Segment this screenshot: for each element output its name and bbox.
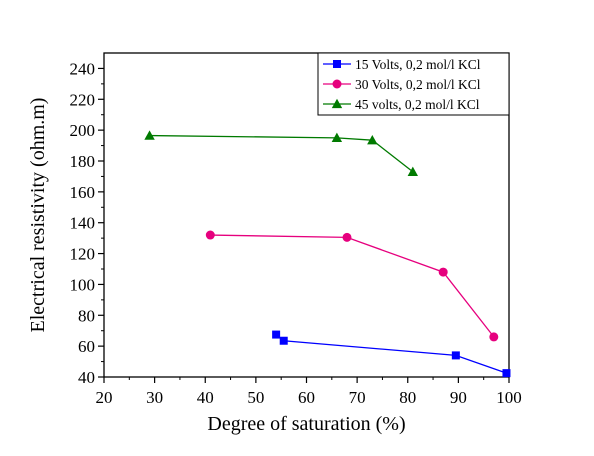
legend-item: 45 volts, 0,2 mol/l KCl: [323, 97, 480, 112]
data-point: [489, 332, 499, 342]
y-tick-label: 240: [70, 59, 96, 78]
y-tick-label: 120: [70, 245, 96, 264]
data-point: [272, 330, 281, 339]
y-axis-label: Electrical resistivity (ohm.m): [27, 98, 49, 333]
data-point: [451, 351, 460, 360]
data-point: [144, 130, 155, 140]
x-tick-label: 70: [349, 388, 366, 407]
series-line: [149, 134, 414, 173]
y-tick-label: 80: [78, 306, 95, 325]
series-line: [210, 234, 495, 338]
legend-item: 30 Volts, 0,2 mol/l KCl: [323, 77, 481, 92]
series-line: [275, 334, 507, 374]
y-tick-label: 60: [78, 337, 95, 356]
legend-item: 15 Volts, 0,2 mol/l KCl: [323, 57, 481, 72]
data-point: [331, 132, 343, 143]
data-point: [367, 134, 378, 145]
data-point: [407, 166, 419, 176]
data-point: [342, 232, 352, 242]
y-tick-label: 40: [78, 368, 95, 387]
y-tick-label: 180: [70, 152, 96, 171]
legend-label: 15 Volts, 0,2 mol/l KCl: [355, 57, 481, 72]
series-layer: [144, 130, 511, 378]
series-3: [144, 130, 419, 176]
y-tick-label: 160: [70, 183, 96, 202]
legend-label: 45 volts, 0,2 mol/l KCl: [355, 97, 480, 112]
y-tick-label: 140: [70, 214, 96, 233]
data-point: [205, 230, 215, 240]
y-tick-label: 200: [70, 121, 96, 140]
series-2: [205, 230, 499, 342]
x-tick-label: 50: [247, 388, 264, 407]
legend: 15 Volts, 0,2 mol/l KCl 30 Volts, 0,2 mol…: [317, 52, 510, 116]
x-tick-label: 30: [146, 388, 163, 407]
legend-marker: [332, 79, 342, 89]
x-tick-label: 90: [450, 388, 467, 407]
x-tick-label: 60: [298, 388, 315, 407]
data-point: [438, 267, 448, 277]
y-tick-label: 220: [70, 90, 96, 109]
data-point: [279, 336, 288, 345]
y-tick-label: 100: [70, 275, 96, 294]
axes: 20 30 40 50 60 70 80 90 100 40 60 80 100 120 140 160 180…: [70, 52, 522, 407]
x-tick-label: 20: [96, 388, 113, 407]
x-tick-label: 100: [496, 388, 522, 407]
x-tick-label: 40: [197, 388, 214, 407]
x-tick-label: 80: [399, 388, 416, 407]
legend-marker: [333, 60, 341, 68]
legend-marker: [331, 98, 343, 109]
data-point: [502, 369, 511, 378]
legend-label: 30 Volts, 0,2 mol/l KCl: [355, 77, 481, 92]
x-axis-label: Degree of saturation (%): [207, 413, 405, 435]
series-1: [272, 330, 511, 378]
